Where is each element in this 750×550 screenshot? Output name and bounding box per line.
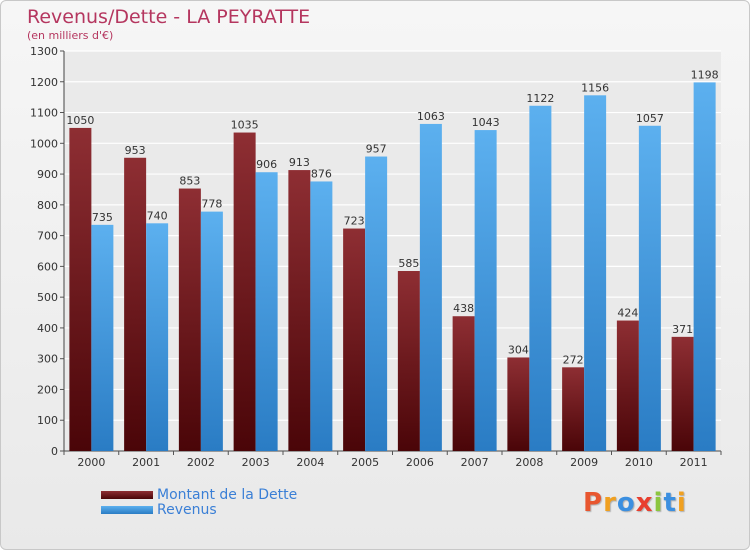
legend-swatch-dette [101, 491, 153, 499]
y-tick-label: 1300 [30, 45, 58, 58]
x-tick-label: 2006 [406, 456, 434, 469]
x-tick-label: 2001 [132, 456, 160, 469]
y-tick-label: 300 [37, 353, 58, 366]
x-tick-label: 2002 [187, 456, 215, 469]
bar-revenus [91, 224, 114, 451]
data-label-revenus: 876 [311, 167, 332, 180]
data-label-dette: 304 [508, 343, 529, 356]
y-tick-label: 200 [37, 383, 58, 396]
data-label-dette: 723 [344, 215, 365, 228]
x-tick-label: 2008 [515, 456, 543, 469]
y-tick-label: 900 [37, 168, 58, 181]
bar-revenus [365, 156, 388, 452]
logo-letter: i [653, 488, 664, 518]
y-tick-label: 600 [37, 260, 58, 273]
data-label-revenus: 1057 [636, 112, 664, 125]
x-tick-label: 2011 [680, 456, 708, 469]
bar-dette [562, 367, 585, 451]
logo-letter: t [663, 488, 677, 518]
data-label-revenus: 740 [147, 209, 168, 222]
y-tick-label: 100 [37, 414, 58, 427]
data-label-revenus: 906 [256, 158, 277, 171]
y-tick-label: 700 [37, 230, 58, 243]
bar-dette [507, 357, 530, 451]
logo-letter: x [635, 488, 654, 518]
logo-letter: P [583, 488, 604, 518]
legend-label-dette: Montant de la Dette [157, 487, 298, 503]
data-label-dette: 424 [617, 307, 638, 320]
data-label-dette: 272 [563, 353, 584, 366]
data-label-revenus: 1198 [691, 68, 719, 81]
bar-revenus [255, 172, 278, 451]
data-label-dette: 585 [398, 257, 419, 270]
bar-revenus [529, 105, 552, 452]
y-tick-label: 500 [37, 291, 58, 304]
bar-revenus [638, 125, 661, 452]
data-label-dette: 1050 [66, 114, 94, 127]
proxiti-logo: Proxiti [583, 488, 687, 518]
bar-revenus [474, 130, 497, 452]
data-label-revenus: 778 [201, 198, 222, 211]
bar-dette [178, 188, 201, 452]
x-tick-label: 2005 [351, 456, 379, 469]
bar-revenus [693, 82, 716, 451]
bar-revenus [200, 211, 223, 451]
x-tick-label: 2009 [570, 456, 598, 469]
logo-letter: i [676, 488, 687, 518]
bar-dette [233, 132, 256, 452]
legend-item-revenus: Revenus [101, 502, 217, 518]
bar-dette [69, 127, 92, 451]
y-tick-label: 0 [51, 445, 58, 458]
chart-subtitle: (en milliers d'€) [27, 29, 114, 42]
x-tick-label: 2000 [77, 456, 105, 469]
data-label-dette: 953 [125, 144, 146, 157]
logo-letter: r [603, 488, 617, 518]
x-tick-label: 2010 [625, 456, 653, 469]
x-tick-label: 2003 [242, 456, 270, 469]
bar-revenus [146, 223, 169, 451]
y-tick-label: 400 [37, 322, 58, 335]
data-label-revenus: 1122 [526, 92, 554, 105]
bar-chart: 0 100 200 300 400 500 600 700 800 900 1000 1100 1200… [30, 45, 722, 469]
data-label-revenus: 1156 [581, 81, 609, 94]
y-tick-label: 1000 [30, 137, 58, 150]
bar-dette [671, 336, 694, 451]
bar-dette [124, 157, 147, 451]
logo-letter: o [616, 488, 636, 518]
plot-area [64, 51, 721, 451]
data-label-dette: 853 [179, 175, 200, 188]
legend-item-dette: Montant de la Dette [101, 487, 297, 503]
data-label-dette: 1035 [231, 119, 259, 132]
data-label-revenus: 735 [92, 211, 113, 224]
y-tick-label: 1100 [30, 107, 58, 120]
legend-swatch-revenus [101, 506, 153, 514]
bar-revenus [584, 95, 607, 452]
chart-title: Revenus/Dette - LA PEYRATTE [27, 6, 311, 28]
x-tick-label: 2004 [296, 456, 324, 469]
bar-dette [343, 228, 366, 451]
legend-label-revenus: Revenus [157, 502, 217, 518]
y-tick-label: 1200 [30, 76, 58, 89]
x-tick-label: 2007 [461, 456, 489, 469]
data-label-dette: 371 [672, 323, 693, 336]
bar-revenus [310, 181, 333, 451]
bar-dette [452, 316, 475, 451]
y-tick-label: 800 [37, 199, 58, 212]
data-label-dette: 438 [453, 302, 474, 315]
bar-dette [397, 271, 420, 451]
data-label-dette: 913 [289, 156, 310, 169]
bar-dette [288, 170, 311, 452]
data-label-revenus: 1063 [417, 110, 445, 123]
bar-dette [616, 320, 639, 451]
data-label-revenus: 957 [366, 143, 387, 156]
bar-revenus [419, 123, 442, 451]
data-label-revenus: 1043 [472, 116, 500, 129]
